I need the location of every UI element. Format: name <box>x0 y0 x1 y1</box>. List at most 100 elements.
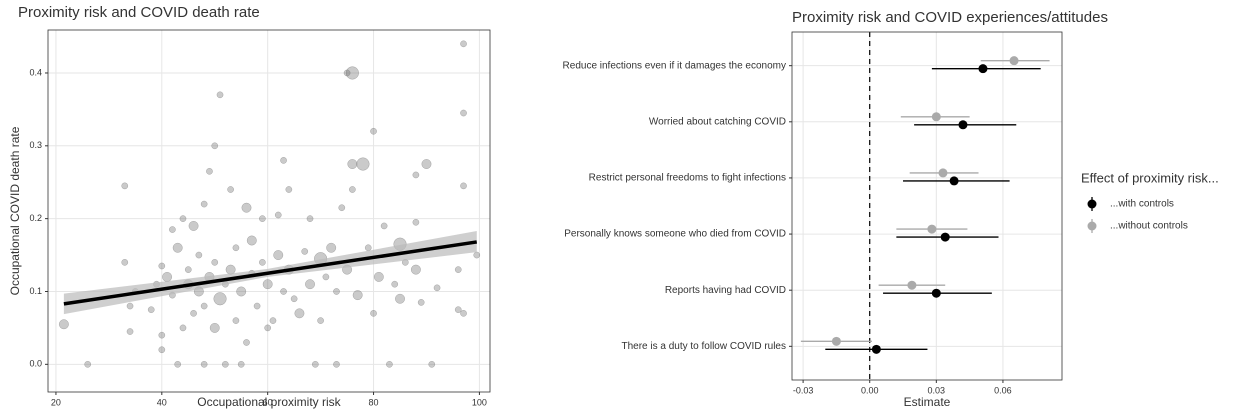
point <box>236 286 247 297</box>
point <box>338 204 346 212</box>
point <box>172 242 183 253</box>
point <box>352 290 363 301</box>
point <box>273 250 284 261</box>
point <box>412 218 420 226</box>
point <box>326 242 337 253</box>
y-tick-label: There is a duty to follow COVID rules <box>621 341 786 352</box>
y-tick-label: Reports having had COVID <box>665 285 786 296</box>
point <box>433 284 441 292</box>
point <box>395 293 405 304</box>
point <box>949 176 959 186</box>
point <box>333 288 340 295</box>
point <box>121 182 129 190</box>
x-tick-label: -0.03 <box>793 385 814 395</box>
point <box>305 279 315 290</box>
point <box>232 244 240 252</box>
point <box>259 215 266 222</box>
point <box>454 306 462 314</box>
y-tick-label: 0.0 <box>29 359 42 369</box>
plot-panel <box>48 30 490 392</box>
point <box>428 360 436 368</box>
point <box>58 319 69 330</box>
point <box>907 280 917 290</box>
point <box>364 244 372 252</box>
point <box>200 360 208 368</box>
point <box>958 120 968 130</box>
legend-title: Effect of proximity risk... <box>1081 170 1219 185</box>
point <box>370 127 377 135</box>
point <box>940 232 950 242</box>
x-tick-label: 0.00 <box>861 385 879 395</box>
point <box>391 280 399 288</box>
point <box>264 324 272 332</box>
point <box>162 271 173 282</box>
point <box>311 360 319 368</box>
point <box>211 259 219 266</box>
point <box>410 264 421 275</box>
point <box>290 295 298 303</box>
point <box>301 248 309 255</box>
x-tick-label: 80 <box>369 397 379 407</box>
point <box>412 171 420 179</box>
fit-line <box>63 240 478 306</box>
point <box>294 308 305 319</box>
point <box>227 186 234 193</box>
x-axis-title: Occupational proximity risk <box>197 395 341 409</box>
y-tick-label: 0.4 <box>29 67 42 77</box>
point <box>200 302 208 310</box>
legend-key <box>1087 199 1097 209</box>
point <box>237 360 245 368</box>
legend-label: ...with controls <box>1110 199 1174 210</box>
point <box>243 339 250 346</box>
point <box>216 91 224 99</box>
point <box>121 259 129 266</box>
legend-key <box>1087 221 1097 231</box>
point <box>345 66 359 80</box>
point <box>213 292 227 306</box>
point <box>126 302 134 310</box>
point <box>184 266 192 273</box>
legend-label: ...without controls <box>1110 221 1188 232</box>
point <box>158 262 166 270</box>
point <box>370 309 377 317</box>
x-tick-label: 20 <box>51 397 61 407</box>
x-axis-title: Estimate <box>904 395 951 409</box>
panel-border <box>791 31 1063 381</box>
point <box>158 331 166 339</box>
point <box>179 215 187 222</box>
point <box>200 200 208 208</box>
point <box>280 157 287 164</box>
chart-title: Proximity risk and COVID death rate <box>18 4 260 21</box>
point <box>938 168 948 178</box>
chart-title: Proximity risk and COVID experiences/att… <box>792 9 1108 26</box>
point <box>473 251 481 259</box>
point <box>232 317 240 324</box>
point <box>349 186 356 193</box>
point <box>317 317 324 324</box>
point <box>147 306 155 314</box>
point <box>380 222 388 230</box>
point <box>206 167 213 175</box>
point <box>421 159 432 169</box>
point <box>211 142 219 150</box>
point <box>322 273 330 281</box>
x-tick-label: 60 <box>263 397 273 407</box>
point <box>221 360 229 368</box>
point <box>169 226 176 233</box>
point <box>356 157 370 171</box>
point <box>931 288 941 298</box>
panel-border <box>47 29 491 393</box>
y-axis-title: Occupational COVID death rate <box>8 126 22 295</box>
x-tick-label: 0.06 <box>994 385 1012 395</box>
x-tick-label: 100 <box>472 397 487 407</box>
point <box>454 266 462 273</box>
point <box>158 346 166 354</box>
point <box>190 309 197 317</box>
y-tick-label: 0.3 <box>29 140 42 150</box>
point <box>241 202 252 213</box>
point <box>280 288 287 295</box>
point <box>259 259 266 266</box>
point <box>460 182 467 190</box>
y-tick-label: 0.1 <box>29 286 42 296</box>
